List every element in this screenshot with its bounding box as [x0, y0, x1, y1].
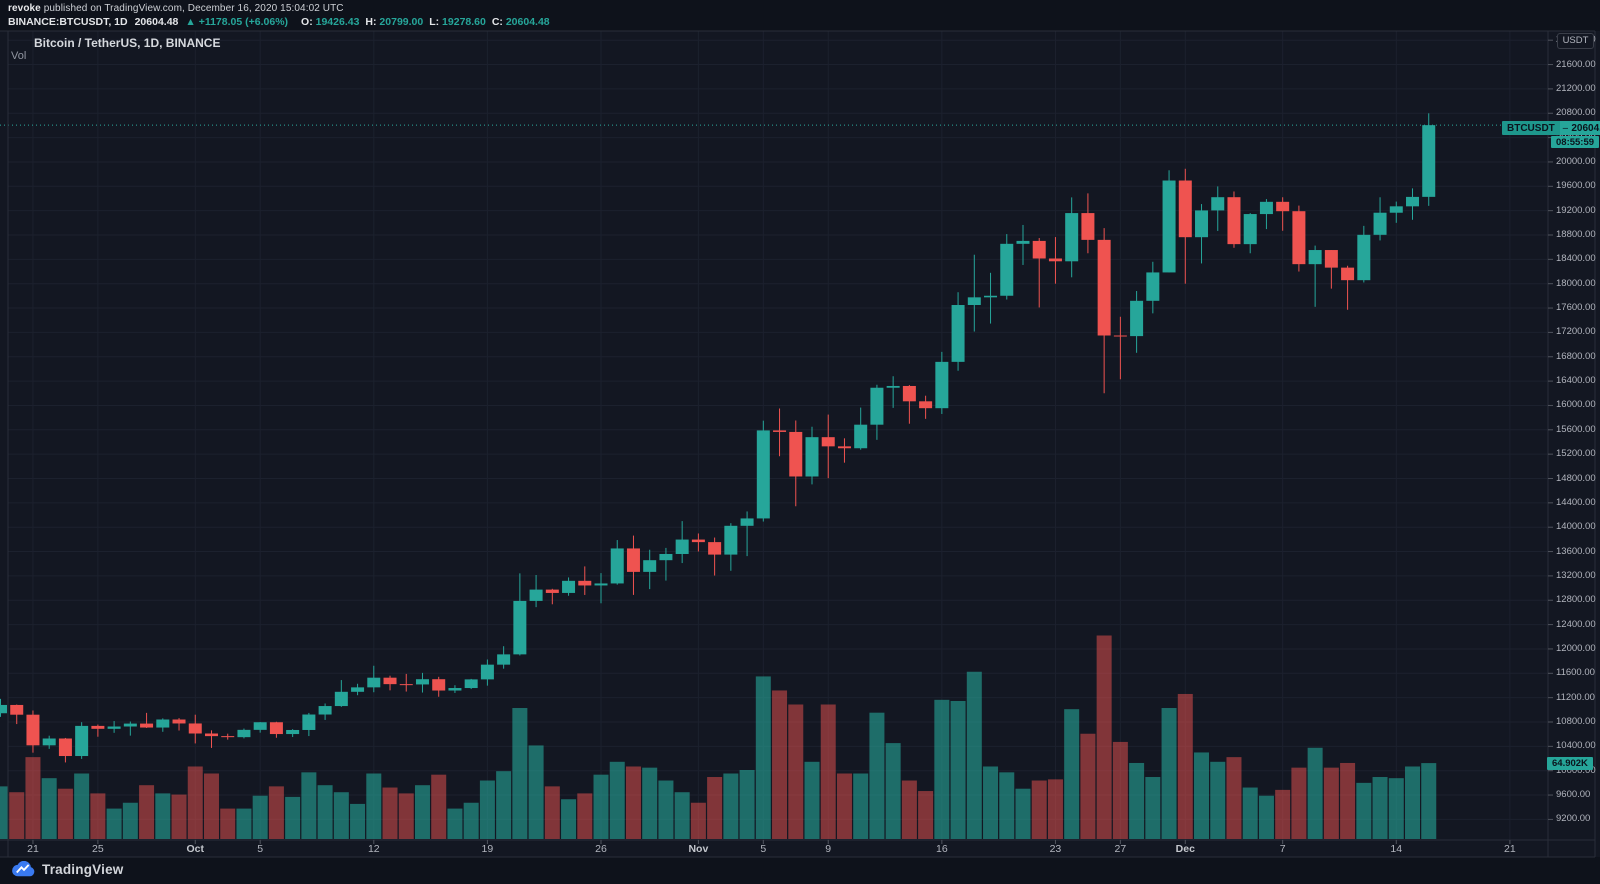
- time-tick-label: 26: [595, 843, 607, 855]
- price-tick-label: 18000.00: [1556, 277, 1596, 289]
- volume-value-badge: 64.902K: [1547, 757, 1593, 770]
- time-tick-label: 21: [1504, 843, 1516, 855]
- price-tick-label: 19600.00: [1556, 180, 1596, 192]
- ohlc-label: H:: [365, 16, 380, 28]
- price-tick-label: 20800.00: [1556, 107, 1596, 119]
- price-tick-label: 19200.00: [1556, 204, 1596, 216]
- time-tick-label: 21: [27, 843, 39, 855]
- time-tick-label: 5: [760, 843, 767, 855]
- time-tick-label: 19: [481, 843, 494, 855]
- price-tick-label: 14800.00: [1556, 472, 1596, 484]
- last-price-badge: BTCUSDT–20604.48: [1502, 121, 1600, 135]
- tradingview-wordmark[interactable]: TradingView: [42, 861, 124, 877]
- price-tick-label: 16400.00: [1556, 375, 1596, 387]
- price-tick-label: 10400.00: [1556, 740, 1596, 752]
- ohlc-label: O:: [301, 16, 316, 28]
- badge-symbol-label: BTCUSDT: [1502, 121, 1560, 135]
- volume-legend[interactable]: Vol: [11, 50, 27, 62]
- badge-tick-dash: –: [1559, 121, 1569, 135]
- price-tick-label: 16000.00: [1556, 399, 1596, 411]
- ohlc-label: C:: [491, 16, 506, 28]
- price-tick-label: 12000.00: [1556, 642, 1596, 654]
- price-tick-label: 13600.00: [1556, 545, 1596, 557]
- time-tick-label: 23: [1049, 843, 1062, 855]
- tradingview-logo-icon[interactable]: [12, 860, 36, 878]
- badge-price-value: 20604.48: [1568, 121, 1600, 135]
- price-tick-label: 16800.00: [1556, 350, 1596, 362]
- price-tick-label: 11200.00: [1556, 691, 1595, 703]
- time-tick-label: 27: [1114, 843, 1127, 855]
- price-tick-label: 10000.00: [1556, 764, 1596, 776]
- price-tick-label: 12400.00: [1556, 618, 1596, 630]
- currency-unit-button[interactable]: USDT: [1557, 33, 1594, 49]
- time-tick-label: Dec: [1175, 843, 1195, 855]
- time-tick-label: 25: [92, 843, 104, 855]
- symbol-info-line: BINANCE:BTCUSDT, 1D 20604.48 ▲ +1178.05 (+…: [8, 15, 1208, 29]
- footer: TradingView: [12, 858, 123, 880]
- price-tick-label: 20000.00: [1556, 155, 1596, 167]
- price-tick-label: 17600.00: [1556, 302, 1596, 314]
- ohlc-value: 19278.60: [442, 16, 486, 28]
- chart-pane[interactable]: [0, 31, 1600, 857]
- symbol-name: BINANCE:BTCUSDT, 1D: [8, 16, 128, 28]
- price-tick-label: 15600.00: [1556, 423, 1596, 435]
- price-tick-label: 14000.00: [1556, 521, 1596, 533]
- price-tick-label: 9200.00: [1556, 813, 1591, 825]
- time-tick-label: 5: [257, 843, 264, 855]
- byline-text: published on TradingView.com, December 1…: [40, 3, 344, 14]
- time-tick-label: 12: [367, 843, 380, 855]
- price-tick-label: 14400.00: [1556, 496, 1596, 508]
- author-name: revoke: [8, 3, 41, 14]
- time-tick-label: 16: [935, 843, 948, 855]
- time-tick-label: 9: [825, 843, 832, 855]
- series-legend[interactable]: Bitcoin / TetherUS, 1D, BINANCE: [34, 36, 221, 50]
- price-tick-label: 9600.00: [1556, 789, 1591, 801]
- price-tick-label: 10800.00: [1556, 716, 1596, 727]
- price-tick-label: 18400.00: [1556, 253, 1596, 265]
- ohlc-label: L:: [429, 16, 443, 28]
- price-tick-label: 13200.00: [1556, 569, 1596, 581]
- ohlc-value: 20604.48: [505, 16, 550, 28]
- price-tick-label: 17200.00: [1556, 326, 1596, 338]
- time-tick-label: Oct: [186, 843, 204, 855]
- price-tick-label: 11600.00: [1556, 667, 1595, 679]
- time-tick-label: Nov: [688, 843, 709, 855]
- price-tick-label: 21200.00: [1556, 82, 1596, 94]
- bar-countdown-badge: 08:55:59: [1551, 136, 1600, 148]
- publish-byline: revoke published on TradingView.com, Dec…: [8, 2, 1208, 15]
- ohlc-values: O: 19426.43 H: 20799.00 L: 19278.60 C: 2060…: [295, 16, 550, 28]
- time-tick-label: 7: [1279, 843, 1286, 855]
- price-tick-label: 18800.00: [1556, 229, 1596, 240]
- price-tick-label: 12800.00: [1556, 594, 1596, 606]
- last-price: 20604.48: [134, 16, 179, 28]
- price-change: ▲ +1178.05 (+6.06%): [185, 16, 289, 28]
- ohlc-value: 19426.43: [315, 16, 360, 28]
- snapshot-header: revoke published on TradingView.com, Dec…: [8, 2, 1208, 29]
- price-tick-label: 15200.00: [1556, 448, 1596, 460]
- price-tick-label: 21600.00: [1556, 58, 1596, 70]
- ohlc-value: 20799.00: [379, 16, 424, 28]
- time-tick-label: 14: [1390, 843, 1403, 855]
